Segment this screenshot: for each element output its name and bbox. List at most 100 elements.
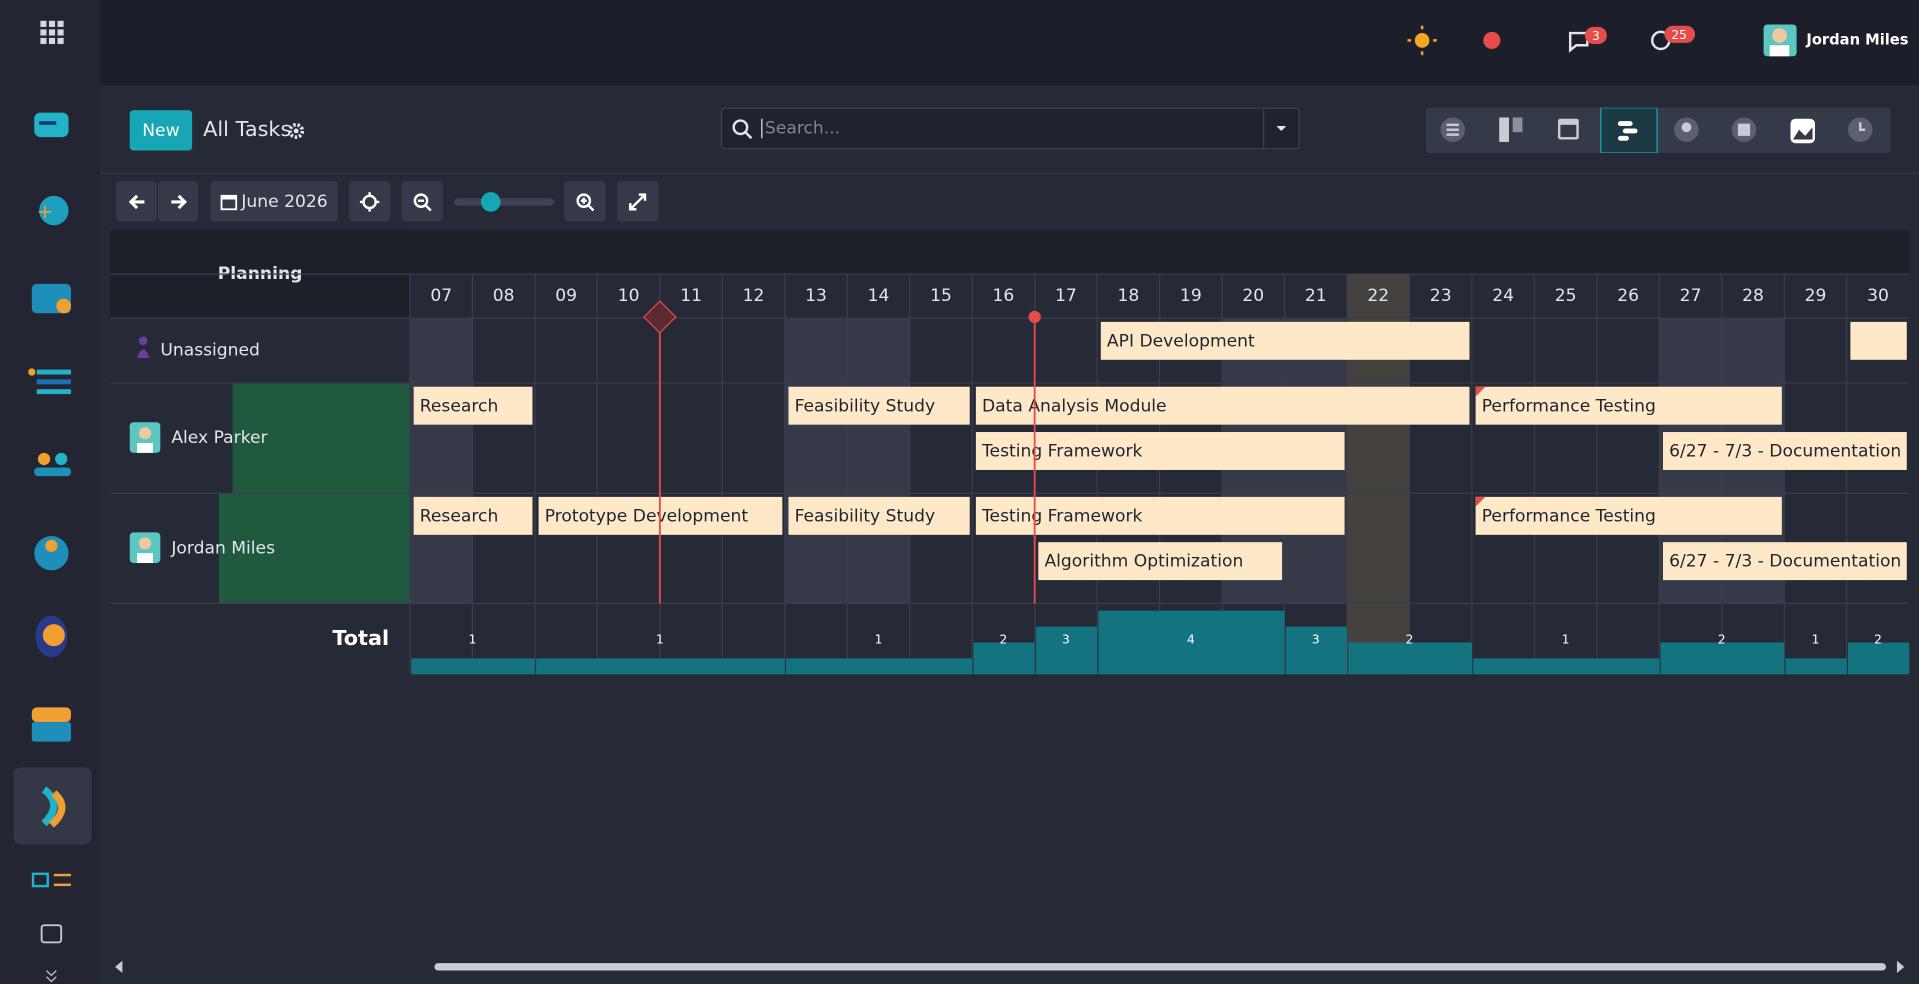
task-pill[interactable] bbox=[1850, 321, 1907, 360]
app-icon[interactable] bbox=[35, 615, 68, 658]
task-pill[interactable]: Algorithm Optimization bbox=[1038, 542, 1283, 581]
scrollbar[interactable] bbox=[110, 957, 1909, 977]
date-button[interactable]: June 2026 bbox=[210, 181, 338, 222]
day-label: 30 bbox=[1867, 286, 1889, 306]
task-name: 6/27 - 7/3 - Documentation ... bbox=[1669, 552, 1919, 572]
zoom-in-icon bbox=[576, 192, 595, 211]
search-icon bbox=[732, 119, 753, 140]
task-pill[interactable]: Research bbox=[413, 386, 533, 425]
task-bar bbox=[1475, 496, 1782, 535]
expand-more[interactable] bbox=[46, 970, 57, 983]
workload-indicator bbox=[232, 383, 410, 494]
date-label: June 2026 bbox=[241, 191, 328, 212]
total-bar bbox=[1348, 642, 1472, 675]
task-bar bbox=[1100, 321, 1470, 360]
deadline-dot bbox=[1028, 310, 1041, 324]
day-label: 23 bbox=[1430, 286, 1452, 306]
app-icon[interactable] bbox=[41, 786, 66, 828]
search-toggle[interactable] bbox=[1263, 108, 1298, 149]
task-name: Data Analysis Module bbox=[982, 396, 1167, 416]
list-view[interactable] bbox=[1440, 117, 1465, 142]
app-icon[interactable] bbox=[31, 283, 71, 314]
zoom-out-button[interactable] bbox=[401, 181, 444, 222]
next-button[interactable] bbox=[157, 181, 199, 222]
user-name[interactable]: Jordan Miles bbox=[1805, 31, 1908, 48]
task-pill[interactable]: Performance Testing bbox=[1475, 386, 1782, 425]
status-dot[interactable] bbox=[1483, 31, 1501, 49]
task-bar bbox=[1663, 542, 1907, 581]
messages-icon[interactable]: 3 bbox=[1568, 26, 1607, 53]
apps-grid[interactable] bbox=[40, 20, 64, 45]
fullscreen-button[interactable] bbox=[616, 181, 659, 222]
task-bar bbox=[788, 496, 970, 535]
theme-toggle[interactable] bbox=[1407, 25, 1437, 56]
zoom-in-button[interactable] bbox=[564, 181, 606, 222]
breadcrumb-title: All Tasks bbox=[203, 117, 292, 142]
task-name: API Development bbox=[1107, 331, 1255, 351]
task-bar bbox=[1038, 542, 1283, 581]
settings-gear[interactable] bbox=[288, 121, 308, 141]
task-pill[interactable]: Feasibility Study bbox=[788, 496, 970, 535]
task-name: Research bbox=[420, 506, 499, 526]
focus-today-button[interactable] bbox=[348, 181, 391, 222]
app-icon[interactable]: + bbox=[37, 195, 69, 226]
new-button[interactable]: New bbox=[129, 110, 193, 151]
activity-view[interactable] bbox=[1848, 117, 1873, 142]
user-avatar[interactable] bbox=[1763, 24, 1797, 57]
day-label: 27 bbox=[1680, 286, 1702, 306]
task-pill[interactable]: Research bbox=[413, 496, 533, 535]
kanban-view[interactable] bbox=[1499, 117, 1523, 142]
row-name: Unassigned bbox=[160, 341, 260, 361]
day-label: 13 bbox=[805, 286, 827, 306]
task-name: Feasibility Study bbox=[795, 506, 936, 526]
app-icon[interactable] bbox=[34, 536, 69, 571]
task-bar bbox=[975, 496, 1345, 535]
total-value: 2 bbox=[1874, 633, 1882, 647]
task-pill[interactable]: 6/27 - 7/3 - Documentation ... bbox=[1663, 432, 1919, 470]
total-bar bbox=[973, 642, 1035, 675]
task-name: Performance Testing bbox=[1482, 396, 1656, 416]
day-label: 16 bbox=[993, 286, 1015, 306]
pivot-view[interactable] bbox=[1731, 117, 1757, 142]
avatar-face bbox=[138, 427, 152, 440]
weekend-column bbox=[847, 318, 910, 604]
graph-view[interactable] bbox=[1790, 118, 1815, 144]
weekend-column bbox=[784, 318, 848, 604]
calendar-view[interactable] bbox=[1557, 118, 1579, 140]
prev-button[interactable] bbox=[116, 181, 157, 222]
day-label: 09 bbox=[555, 286, 577, 306]
task-name: Testing Framework bbox=[981, 442, 1143, 462]
sidebar-toggle[interactable] bbox=[40, 924, 63, 944]
day-label: 14 bbox=[868, 286, 890, 306]
app-icon[interactable] bbox=[31, 872, 71, 888]
search-box[interactable]: Search... bbox=[720, 107, 1300, 150]
map-view[interactable] bbox=[1674, 117, 1699, 142]
task-bar bbox=[413, 386, 533, 425]
total-value: 4 bbox=[1187, 633, 1195, 647]
task-pill[interactable]: 6/27 - 7/3 - Documentation ... bbox=[1663, 542, 1919, 581]
day-label: 28 bbox=[1742, 286, 1764, 306]
total-bar bbox=[1660, 642, 1785, 675]
app-icon[interactable] bbox=[31, 707, 71, 742]
total-bar bbox=[411, 658, 535, 675]
arrow-left bbox=[128, 194, 144, 209]
avatar-face bbox=[138, 537, 152, 550]
task-pill[interactable]: Performance Testing bbox=[1475, 496, 1782, 535]
day-label: 18 bbox=[1117, 286, 1139, 306]
task-pill[interactable]: API Development bbox=[1100, 321, 1470, 360]
activities-icon[interactable]: 25 bbox=[1650, 25, 1696, 51]
task-name: 6/27 - 7/3 - Documentation ... bbox=[1669, 442, 1919, 462]
zoom-slider[interactable] bbox=[454, 190, 555, 214]
day-label: 11 bbox=[680, 286, 702, 306]
day-label: 26 bbox=[1617, 286, 1639, 306]
task-pill[interactable]: Testing Framework bbox=[975, 432, 1345, 470]
task-pill[interactable]: Data Analysis Module bbox=[975, 386, 1470, 425]
task-pill[interactable]: Feasibility Study bbox=[788, 386, 970, 425]
app-icon[interactable] bbox=[34, 112, 69, 138]
app-icon[interactable] bbox=[34, 452, 71, 477]
app-icon[interactable] bbox=[28, 368, 71, 395]
task-name: Algorithm Optimization bbox=[1044, 552, 1243, 572]
task-pill[interactable]: Testing Framework bbox=[975, 496, 1345, 535]
task-bar bbox=[413, 496, 533, 535]
